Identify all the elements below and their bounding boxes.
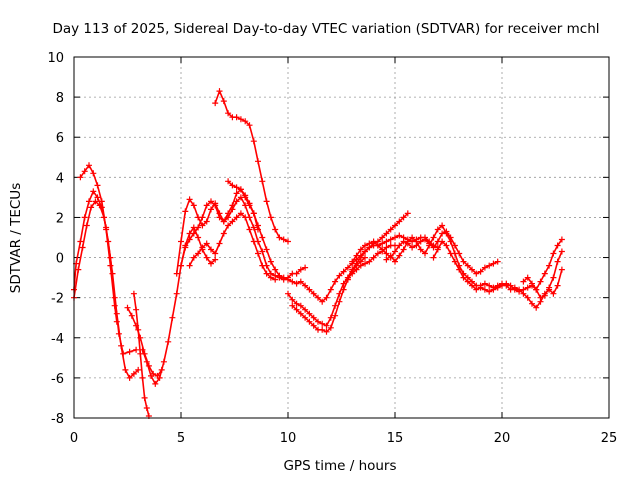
y-axis-title: SDTVAR / TECUs (8, 183, 24, 293)
series-points (71, 188, 140, 357)
grid (74, 57, 609, 418)
series-points (520, 236, 565, 293)
chart-title: Day 113 of 2025, Sidereal Day-to-day VTE… (52, 21, 599, 37)
series-line (141, 226, 216, 385)
data-series (71, 88, 565, 419)
series-arc (186, 210, 279, 283)
series-points (130, 290, 152, 419)
y-tick-label: -8 (51, 412, 64, 427)
series-line (126, 306, 163, 377)
y-tick-label: -2 (51, 292, 64, 307)
series-points (212, 88, 291, 245)
series-arc (124, 304, 165, 379)
series-arc (212, 88, 291, 245)
series-arc (285, 242, 398, 329)
series-line (214, 90, 289, 243)
series-line (522, 238, 563, 291)
y-tick-label: 4 (56, 171, 64, 186)
series-arc (71, 188, 140, 357)
series-points (77, 162, 120, 325)
series-arc (77, 162, 120, 325)
series-points (139, 224, 219, 387)
y-tick-label: -6 (51, 372, 64, 387)
series-line (385, 224, 563, 309)
series-line (175, 196, 306, 281)
series-line (291, 256, 366, 333)
series-points (349, 228, 501, 277)
x-tick-label: 25 (601, 431, 618, 446)
y-tick-label: -4 (51, 332, 64, 347)
axis-ticks: 0 5 10 15 20 25 -8 -6 -4 -2 0 2 4 6 8 10 (47, 51, 617, 446)
y-tick-label: 8 (56, 91, 64, 106)
series-arc (520, 236, 565, 293)
plot-frame (73, 56, 610, 419)
series-arc (130, 290, 152, 419)
x-tick-label: 5 (177, 431, 185, 446)
x-tick-label: 10 (280, 431, 297, 446)
series-line (287, 244, 396, 327)
x-tick-label: 15 (387, 431, 404, 446)
y-tick-label: 2 (56, 211, 64, 226)
x-axis-title: GPS time / hours (283, 458, 396, 474)
series-arc (349, 228, 501, 277)
y-tick-label: 10 (47, 51, 64, 66)
y-tick-label: 0 (56, 252, 64, 267)
series-line (73, 190, 137, 355)
x-tick-label: 20 (494, 431, 511, 446)
series-line (79, 164, 118, 323)
series-points (124, 304, 165, 379)
series-points (186, 210, 279, 283)
x-tick-label: 0 (70, 431, 78, 446)
y-tick-label: 6 (56, 131, 64, 146)
series-arc (139, 224, 219, 387)
